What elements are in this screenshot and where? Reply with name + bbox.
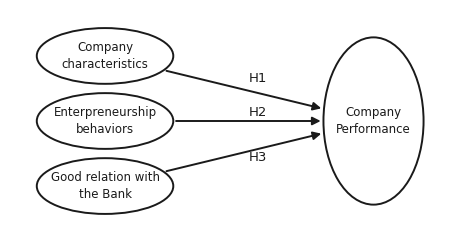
Text: Company
Performance: Company Performance: [336, 106, 411, 136]
Text: Good relation with
the Bank: Good relation with the Bank: [51, 171, 160, 201]
Text: H2: H2: [248, 106, 267, 119]
Text: Company
characteristics: Company characteristics: [62, 41, 148, 71]
Text: H3: H3: [248, 151, 267, 164]
Text: Enterpreneurship
behaviors: Enterpreneurship behaviors: [54, 106, 156, 136]
Text: H1: H1: [248, 72, 267, 84]
